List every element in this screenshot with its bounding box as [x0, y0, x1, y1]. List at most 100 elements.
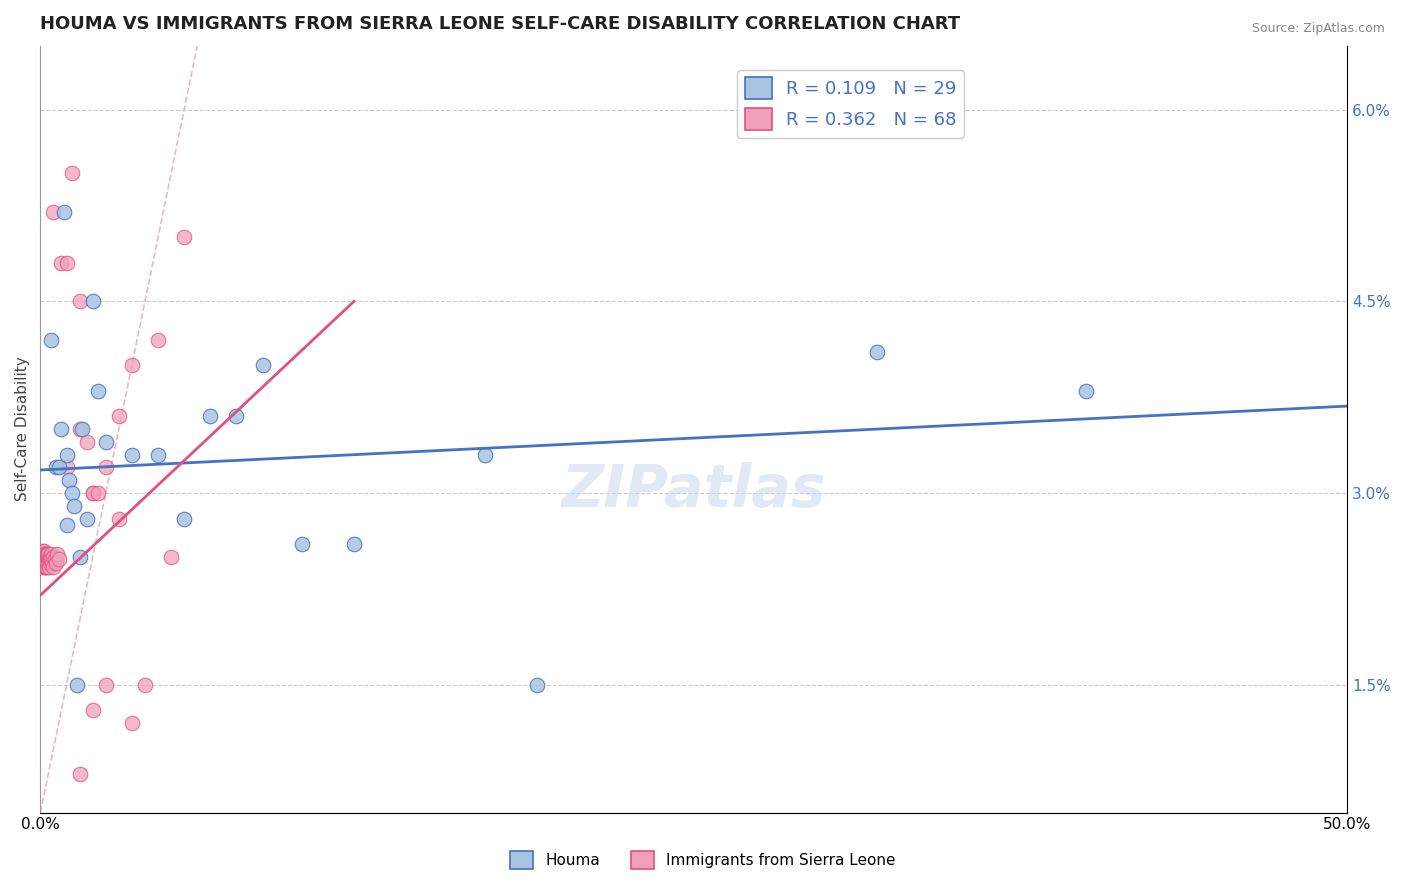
- Point: [38, 560, 60, 574]
- Point: [39, 547, 62, 561]
- Point: [55, 256, 77, 270]
- Point: [37, 560, 59, 574]
- Point: [39, 333, 62, 347]
- Point: [55, 518, 77, 533]
- Point: [48, 552, 70, 566]
- Point: [51, 422, 73, 436]
- Point: [35, 560, 58, 574]
- Point: [37, 549, 59, 564]
- Point: [70, 422, 93, 436]
- Point: [32, 547, 55, 561]
- Point: [38, 552, 60, 566]
- Point: [32, 543, 55, 558]
- Point: [60, 486, 83, 500]
- Point: [160, 549, 183, 564]
- Point: [291, 537, 314, 551]
- Point: [69, 422, 91, 436]
- Point: [51, 256, 73, 270]
- Point: [35, 552, 58, 566]
- Point: [134, 678, 156, 692]
- Point: [35, 557, 58, 571]
- Point: [200, 409, 222, 424]
- Legend: R = 0.109   N = 29, R = 0.362   N = 68: R = 0.109 N = 29, R = 0.362 N = 68: [738, 70, 965, 137]
- Point: [45, 460, 67, 475]
- Point: [37, 552, 59, 566]
- Point: [44, 552, 66, 566]
- Point: [31, 549, 53, 564]
- Point: [42, 560, 65, 574]
- Point: [225, 409, 247, 424]
- Point: [38, 549, 60, 564]
- Point: [31, 552, 53, 566]
- Point: [1074, 384, 1097, 398]
- Point: [34, 547, 56, 561]
- Point: [34, 557, 56, 571]
- Point: [42, 549, 65, 564]
- Point: [343, 537, 366, 551]
- Point: [66, 678, 89, 692]
- Text: HOUMA VS IMMIGRANTS FROM SIERRA LEONE SELF-CARE DISABILITY CORRELATION CHART: HOUMA VS IMMIGRANTS FROM SIERRA LEONE SE…: [41, 15, 960, 33]
- Point: [35, 547, 58, 561]
- Point: [82, 486, 104, 500]
- Point: [32, 560, 55, 574]
- Point: [32, 552, 55, 566]
- Point: [82, 486, 104, 500]
- Point: [173, 511, 195, 525]
- Point: [87, 486, 110, 500]
- Point: [39, 552, 62, 566]
- Legend: Houma, Immigrants from Sierra Leone: Houma, Immigrants from Sierra Leone: [505, 845, 901, 875]
- Point: [69, 767, 91, 781]
- Point: [82, 703, 104, 717]
- Point: [94, 434, 117, 449]
- Point: [474, 448, 496, 462]
- Point: [42, 204, 65, 219]
- Point: [48, 460, 70, 475]
- Point: [55, 448, 77, 462]
- Point: [34, 560, 56, 574]
- Point: [34, 557, 56, 571]
- Point: [35, 557, 58, 571]
- Point: [34, 552, 56, 566]
- Point: [69, 294, 91, 309]
- Point: [121, 358, 143, 372]
- Point: [82, 294, 104, 309]
- Y-axis label: Self-Care Disability: Self-Care Disability: [15, 357, 30, 501]
- Point: [58, 473, 80, 487]
- Point: [31, 543, 53, 558]
- Point: [35, 549, 58, 564]
- Point: [35, 552, 58, 566]
- Point: [526, 678, 548, 692]
- Point: [121, 448, 143, 462]
- Point: [41, 552, 63, 566]
- Point: [60, 166, 83, 180]
- Point: [69, 549, 91, 564]
- Point: [94, 460, 117, 475]
- Point: [108, 409, 131, 424]
- Point: [146, 448, 169, 462]
- Point: [37, 557, 59, 571]
- Point: [37, 557, 59, 571]
- Point: [76, 511, 98, 525]
- Point: [41, 557, 63, 571]
- Text: Source: ZipAtlas.com: Source: ZipAtlas.com: [1251, 22, 1385, 36]
- Point: [32, 557, 55, 571]
- Point: [146, 333, 169, 347]
- Point: [866, 345, 889, 359]
- Point: [32, 549, 55, 564]
- Point: [63, 499, 86, 513]
- Point: [252, 358, 274, 372]
- Point: [34, 557, 56, 571]
- Point: [55, 460, 77, 475]
- Point: [108, 511, 131, 525]
- Point: [121, 716, 143, 731]
- Point: [34, 547, 56, 561]
- Text: ZIPatlas: ZIPatlas: [561, 462, 827, 519]
- Point: [87, 384, 110, 398]
- Point: [38, 557, 60, 571]
- Point: [173, 230, 195, 244]
- Point: [45, 557, 67, 571]
- Point: [52, 204, 75, 219]
- Point: [94, 678, 117, 692]
- Point: [76, 434, 98, 449]
- Point: [34, 549, 56, 564]
